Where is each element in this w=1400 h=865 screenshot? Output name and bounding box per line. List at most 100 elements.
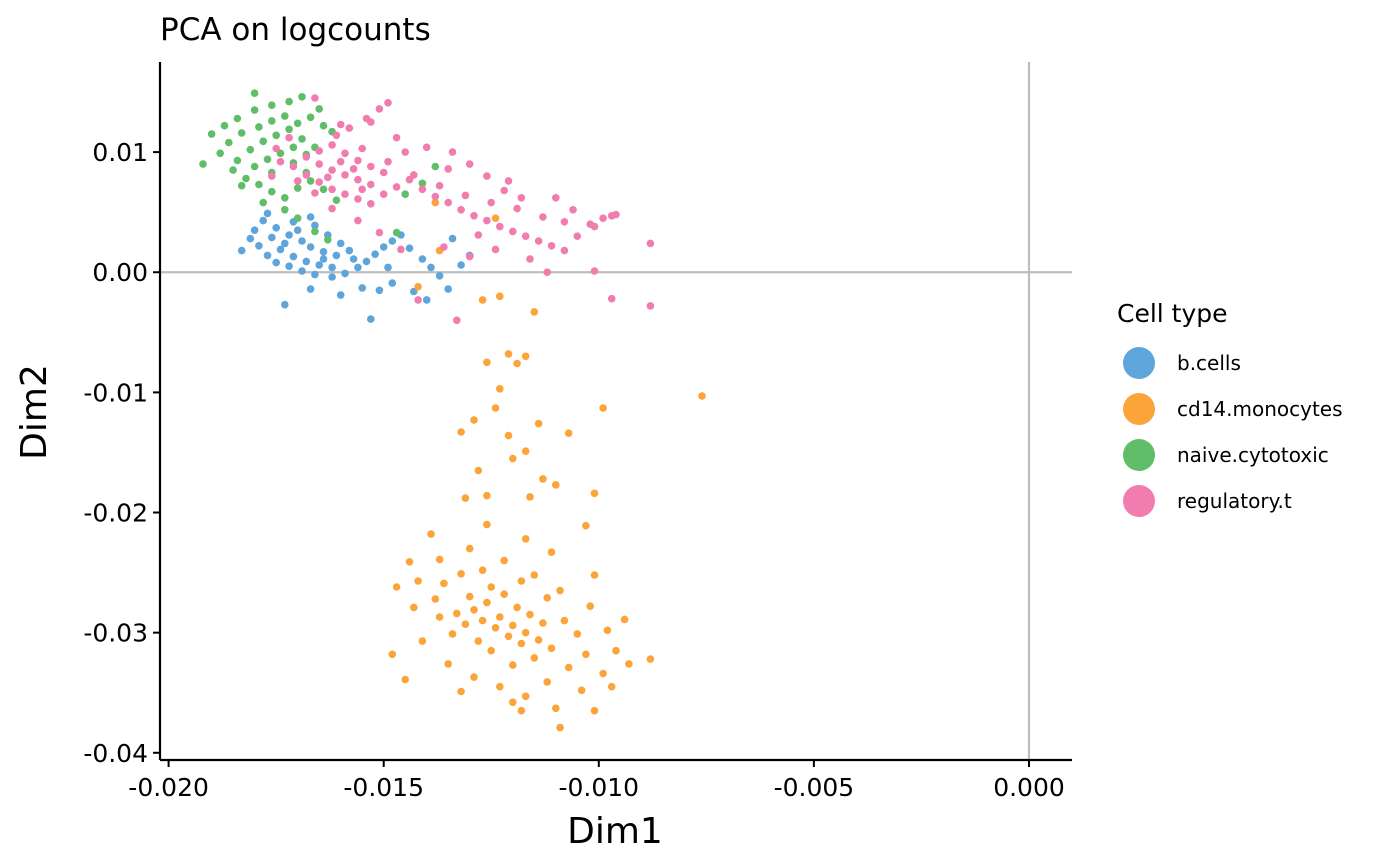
data-point — [440, 579, 448, 588]
data-point — [349, 165, 358, 173]
data-point — [530, 654, 539, 662]
data-point — [448, 234, 457, 243]
chart-title: PCA on logcounts — [160, 12, 431, 48]
data-point — [216, 149, 224, 158]
data-point — [496, 222, 504, 231]
data-point — [285, 231, 293, 239]
series-regulatory.t — [268, 94, 655, 325]
data-point — [491, 214, 500, 222]
data-point — [465, 544, 474, 553]
data-point — [547, 644, 556, 653]
data-point — [414, 282, 422, 291]
data-point — [607, 682, 616, 691]
data-point — [225, 138, 233, 147]
x-tick-label: -0.020 — [128, 773, 209, 802]
data-point — [311, 270, 319, 279]
data-point — [263, 209, 272, 218]
data-point — [435, 272, 444, 280]
data-point — [259, 198, 268, 207]
data-point — [336, 120, 345, 129]
data-point — [444, 285, 453, 293]
data-point — [397, 245, 405, 254]
legend-label: regulatory.t — [1177, 489, 1292, 513]
data-point — [237, 246, 246, 255]
data-point — [272, 258, 281, 267]
data-point — [560, 218, 569, 226]
data-point — [521, 232, 530, 240]
data-point — [392, 183, 401, 191]
data-point — [315, 105, 324, 113]
data-point — [530, 571, 539, 579]
data-point — [698, 392, 706, 400]
data-point — [534, 419, 543, 428]
data-point — [233, 114, 242, 123]
data-point — [319, 255, 328, 263]
x-tick-label: 0.000 — [993, 773, 1065, 802]
series-cd14.monocytes — [388, 198, 706, 732]
data-point — [367, 180, 375, 189]
data-point — [293, 119, 302, 128]
data-point — [586, 602, 594, 610]
data-point — [431, 595, 440, 603]
data-point — [281, 239, 289, 248]
data-point — [504, 350, 513, 358]
data-point — [414, 296, 422, 304]
data-point — [379, 190, 388, 198]
legend-label: naive.cytotoxic — [1177, 443, 1329, 467]
legend-item: regulatory.t — [1123, 485, 1292, 517]
data-point — [440, 243, 448, 251]
legend-item: b.cells — [1123, 347, 1241, 379]
data-point — [328, 185, 336, 194]
data-point — [293, 214, 302, 222]
data-point — [328, 141, 336, 149]
data-point — [509, 661, 517, 669]
data-point — [590, 571, 599, 579]
data-point — [328, 263, 336, 272]
data-point — [470, 416, 478, 424]
data-point — [465, 592, 474, 601]
data-point — [341, 190, 349, 198]
x-axis-ticks: -0.020 -0.015 -0.010 -0.005 0.000 — [128, 760, 1065, 802]
data-point — [521, 535, 530, 543]
data-point — [272, 224, 281, 232]
data-point — [521, 692, 530, 701]
data-point — [564, 429, 573, 438]
data-point — [367, 118, 375, 126]
data-point — [500, 556, 509, 565]
data-point — [341, 269, 349, 278]
legend-title: Cell type — [1117, 299, 1228, 328]
data-point — [285, 133, 293, 142]
data-point — [255, 180, 263, 189]
data-point — [483, 598, 491, 607]
data-point — [504, 177, 513, 185]
x-axis-title: Dim1 — [567, 811, 663, 852]
data-point — [345, 124, 354, 132]
data-point — [298, 237, 306, 245]
data-point — [590, 489, 599, 498]
data-point — [457, 687, 465, 696]
data-point — [401, 675, 410, 684]
data-point — [483, 491, 491, 500]
data-point — [539, 475, 547, 483]
data-point — [504, 632, 513, 641]
data-point — [328, 204, 336, 213]
data-point — [607, 212, 616, 220]
data-point — [332, 251, 341, 260]
data-point — [250, 162, 259, 171]
data-point — [543, 594, 551, 602]
data-point — [530, 308, 539, 316]
legend-swatch — [1123, 347, 1155, 379]
data-point — [354, 263, 362, 272]
data-point — [573, 232, 582, 240]
data-point — [444, 660, 453, 668]
data-point — [491, 245, 500, 254]
data-point — [500, 186, 509, 195]
data-point — [306, 285, 315, 293]
data-point — [410, 171, 418, 179]
data-point — [603, 626, 612, 635]
data-point — [306, 177, 315, 185]
data-point — [590, 706, 599, 715]
data-point — [599, 214, 607, 222]
data-point — [526, 493, 534, 501]
data-point — [324, 173, 332, 182]
